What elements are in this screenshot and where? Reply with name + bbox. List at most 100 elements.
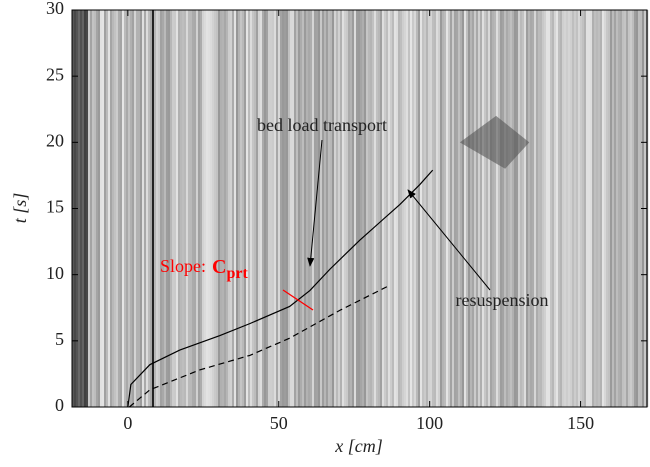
background-stripe [354, 10, 357, 407]
background-stripe [546, 10, 549, 407]
background-stripe [512, 10, 515, 407]
background-stripe [566, 10, 569, 407]
background-stripe [600, 10, 603, 407]
background-stripe [146, 10, 149, 407]
background-stripe [380, 10, 383, 407]
background-stripe [140, 10, 143, 407]
background-stripe [190, 10, 193, 407]
background-stripe [174, 10, 177, 407]
background-stripe [604, 10, 607, 407]
background-stripe [184, 10, 187, 407]
y-axis-label: t [s] [10, 193, 30, 224]
background-stripe [382, 10, 385, 407]
background-stripe [460, 10, 463, 407]
background-stripe [196, 10, 199, 407]
background-stripe [222, 10, 225, 407]
background-stripe [418, 10, 421, 407]
background-stripe [170, 10, 173, 407]
background-stripe [162, 10, 165, 407]
background-stripe [242, 10, 245, 407]
background-stripe [410, 10, 413, 407]
background-stripe [106, 10, 109, 407]
background-stripe [228, 10, 231, 407]
background-stripe [340, 10, 343, 407]
background-stripe [236, 10, 239, 407]
background-stripe [372, 10, 375, 407]
background-stripe [128, 10, 131, 407]
background-stripe [80, 10, 83, 407]
background-stripe [194, 10, 197, 407]
background-stripe [608, 10, 611, 407]
arrow [407, 189, 491, 291]
background-stripe [476, 10, 479, 407]
y-tick-label: 0 [55, 395, 64, 415]
x-tick-label: 100 [416, 413, 443, 433]
background-stripe [116, 10, 119, 407]
background-stripe [208, 10, 211, 407]
background-stripe [376, 10, 379, 407]
background-stripe [482, 10, 485, 407]
y-tick-label: 10 [46, 263, 64, 283]
background-stripe [510, 10, 513, 407]
arrow [307, 139, 323, 267]
background-stripe [224, 10, 227, 407]
background-stripe [488, 10, 491, 407]
background-stripe [286, 10, 289, 407]
background-stripe [378, 10, 381, 407]
background-stripe [504, 10, 507, 407]
background-stripe [104, 10, 107, 407]
background-stripe [348, 10, 351, 407]
background-stripe [98, 10, 101, 407]
background-stripe [330, 10, 333, 407]
background-stripe [328, 10, 331, 407]
background-stripe [586, 10, 589, 407]
y-tick-label: 20 [46, 130, 64, 150]
background-stripe [470, 10, 473, 407]
background-stripe [114, 10, 117, 407]
background-stripe [544, 10, 547, 407]
background-stripe [356, 10, 359, 407]
background-stripe [150, 10, 153, 407]
background-stripe [388, 10, 391, 407]
background-stripe [442, 10, 445, 407]
background-stripe [538, 10, 541, 407]
dark-column [151, 10, 154, 407]
background-stripe [352, 10, 355, 407]
background-stripe [308, 10, 311, 407]
background-stripe [468, 10, 471, 407]
background-stripe [466, 10, 469, 407]
background-stripe [124, 10, 127, 407]
background-stripe [168, 10, 171, 407]
x-tick-label: 0 [123, 413, 132, 433]
line [127, 169, 434, 408]
background-stripe [570, 10, 573, 407]
background-stripe [420, 10, 423, 407]
background-stripe [200, 10, 203, 407]
background-stripe [88, 10, 91, 407]
background-stripe [370, 10, 373, 407]
background-stripe [262, 10, 265, 407]
background-stripe [584, 10, 587, 407]
background-stripe [144, 10, 147, 407]
background-stripe [498, 10, 501, 407]
background-stripe [578, 10, 581, 407]
background-stripe [404, 10, 407, 407]
background-stripe [182, 10, 185, 407]
background-stripe [270, 10, 273, 407]
background-stripe [90, 10, 93, 407]
background-stripe [96, 10, 99, 407]
background-stripe [458, 10, 461, 407]
background-stripe [292, 10, 295, 407]
x-tick-label: 150 [567, 413, 594, 433]
background-stripe [288, 10, 291, 407]
background-stripe [598, 10, 601, 407]
background-stripe [218, 10, 221, 407]
background-stripe [274, 10, 277, 407]
background-stripe [148, 10, 151, 407]
background-stripe [302, 10, 305, 407]
background-stripe [238, 10, 241, 407]
x-tick-label: 50 [270, 413, 288, 433]
background-stripe [514, 10, 517, 407]
background-stripe [480, 10, 483, 407]
background-stripe [436, 10, 439, 407]
